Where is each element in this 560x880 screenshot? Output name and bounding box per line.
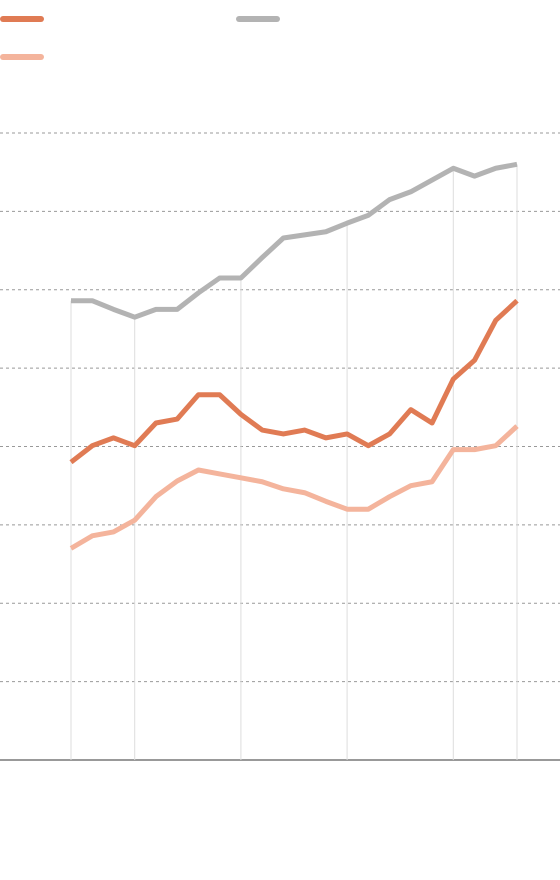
line-series — [69, 424, 519, 551]
line-series — [69, 298, 519, 465]
line-series — [71, 161, 518, 320]
